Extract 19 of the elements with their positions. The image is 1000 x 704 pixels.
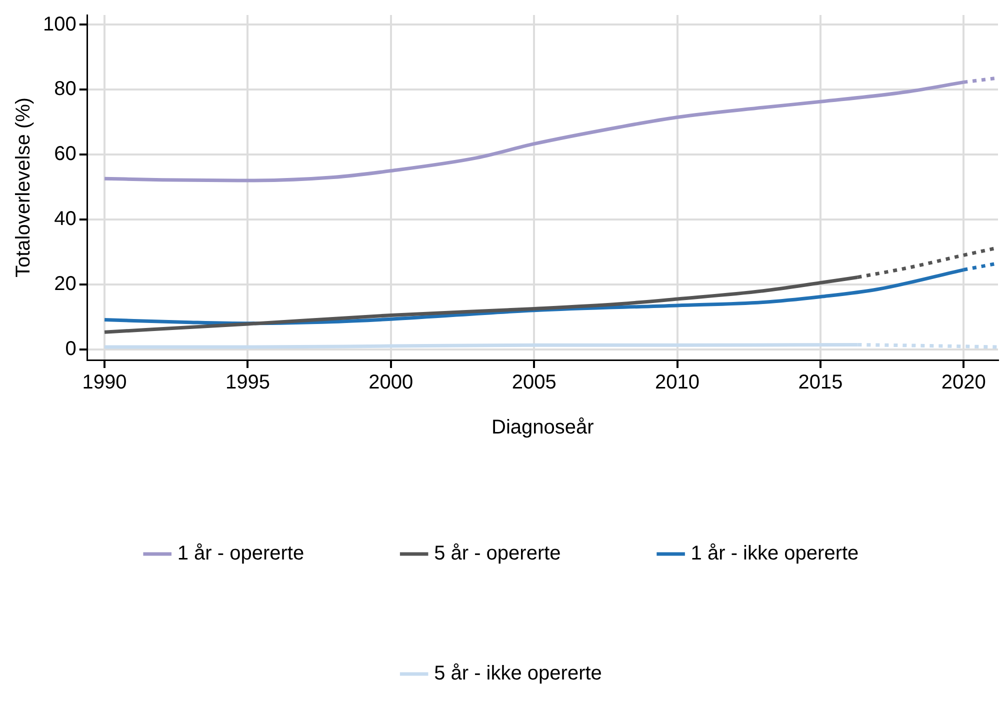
x-tick-label: 2015 xyxy=(798,372,843,394)
y-tick-label: 60 xyxy=(54,143,76,166)
x-tick-label: 2005 xyxy=(512,372,556,394)
x-tick-label: 1995 xyxy=(225,372,270,394)
y-tick-label: 40 xyxy=(54,208,76,230)
y-axis-title: Totaloverlevelse (%) xyxy=(12,97,35,278)
y-tick-label: 80 xyxy=(54,78,76,100)
legend-label: 5 år - opererte xyxy=(434,542,561,565)
x-tick-label: 2010 xyxy=(655,372,700,394)
x-axis-title: Diagnoseår xyxy=(492,416,594,439)
x-tick-label: 2000 xyxy=(368,372,414,394)
x-tick-label: 1990 xyxy=(82,372,127,394)
y-tick-label: 20 xyxy=(54,272,76,295)
y-tick-label: 0 xyxy=(65,338,76,360)
x-tick-label: 2020 xyxy=(941,372,986,394)
legend-label: 1 år - opererte xyxy=(177,542,304,565)
legend-label: 1 år - ikke opererte xyxy=(690,542,859,565)
y-tick-label: 100 xyxy=(42,13,76,36)
legend-label: 5 år - ikke opererte xyxy=(434,662,602,685)
